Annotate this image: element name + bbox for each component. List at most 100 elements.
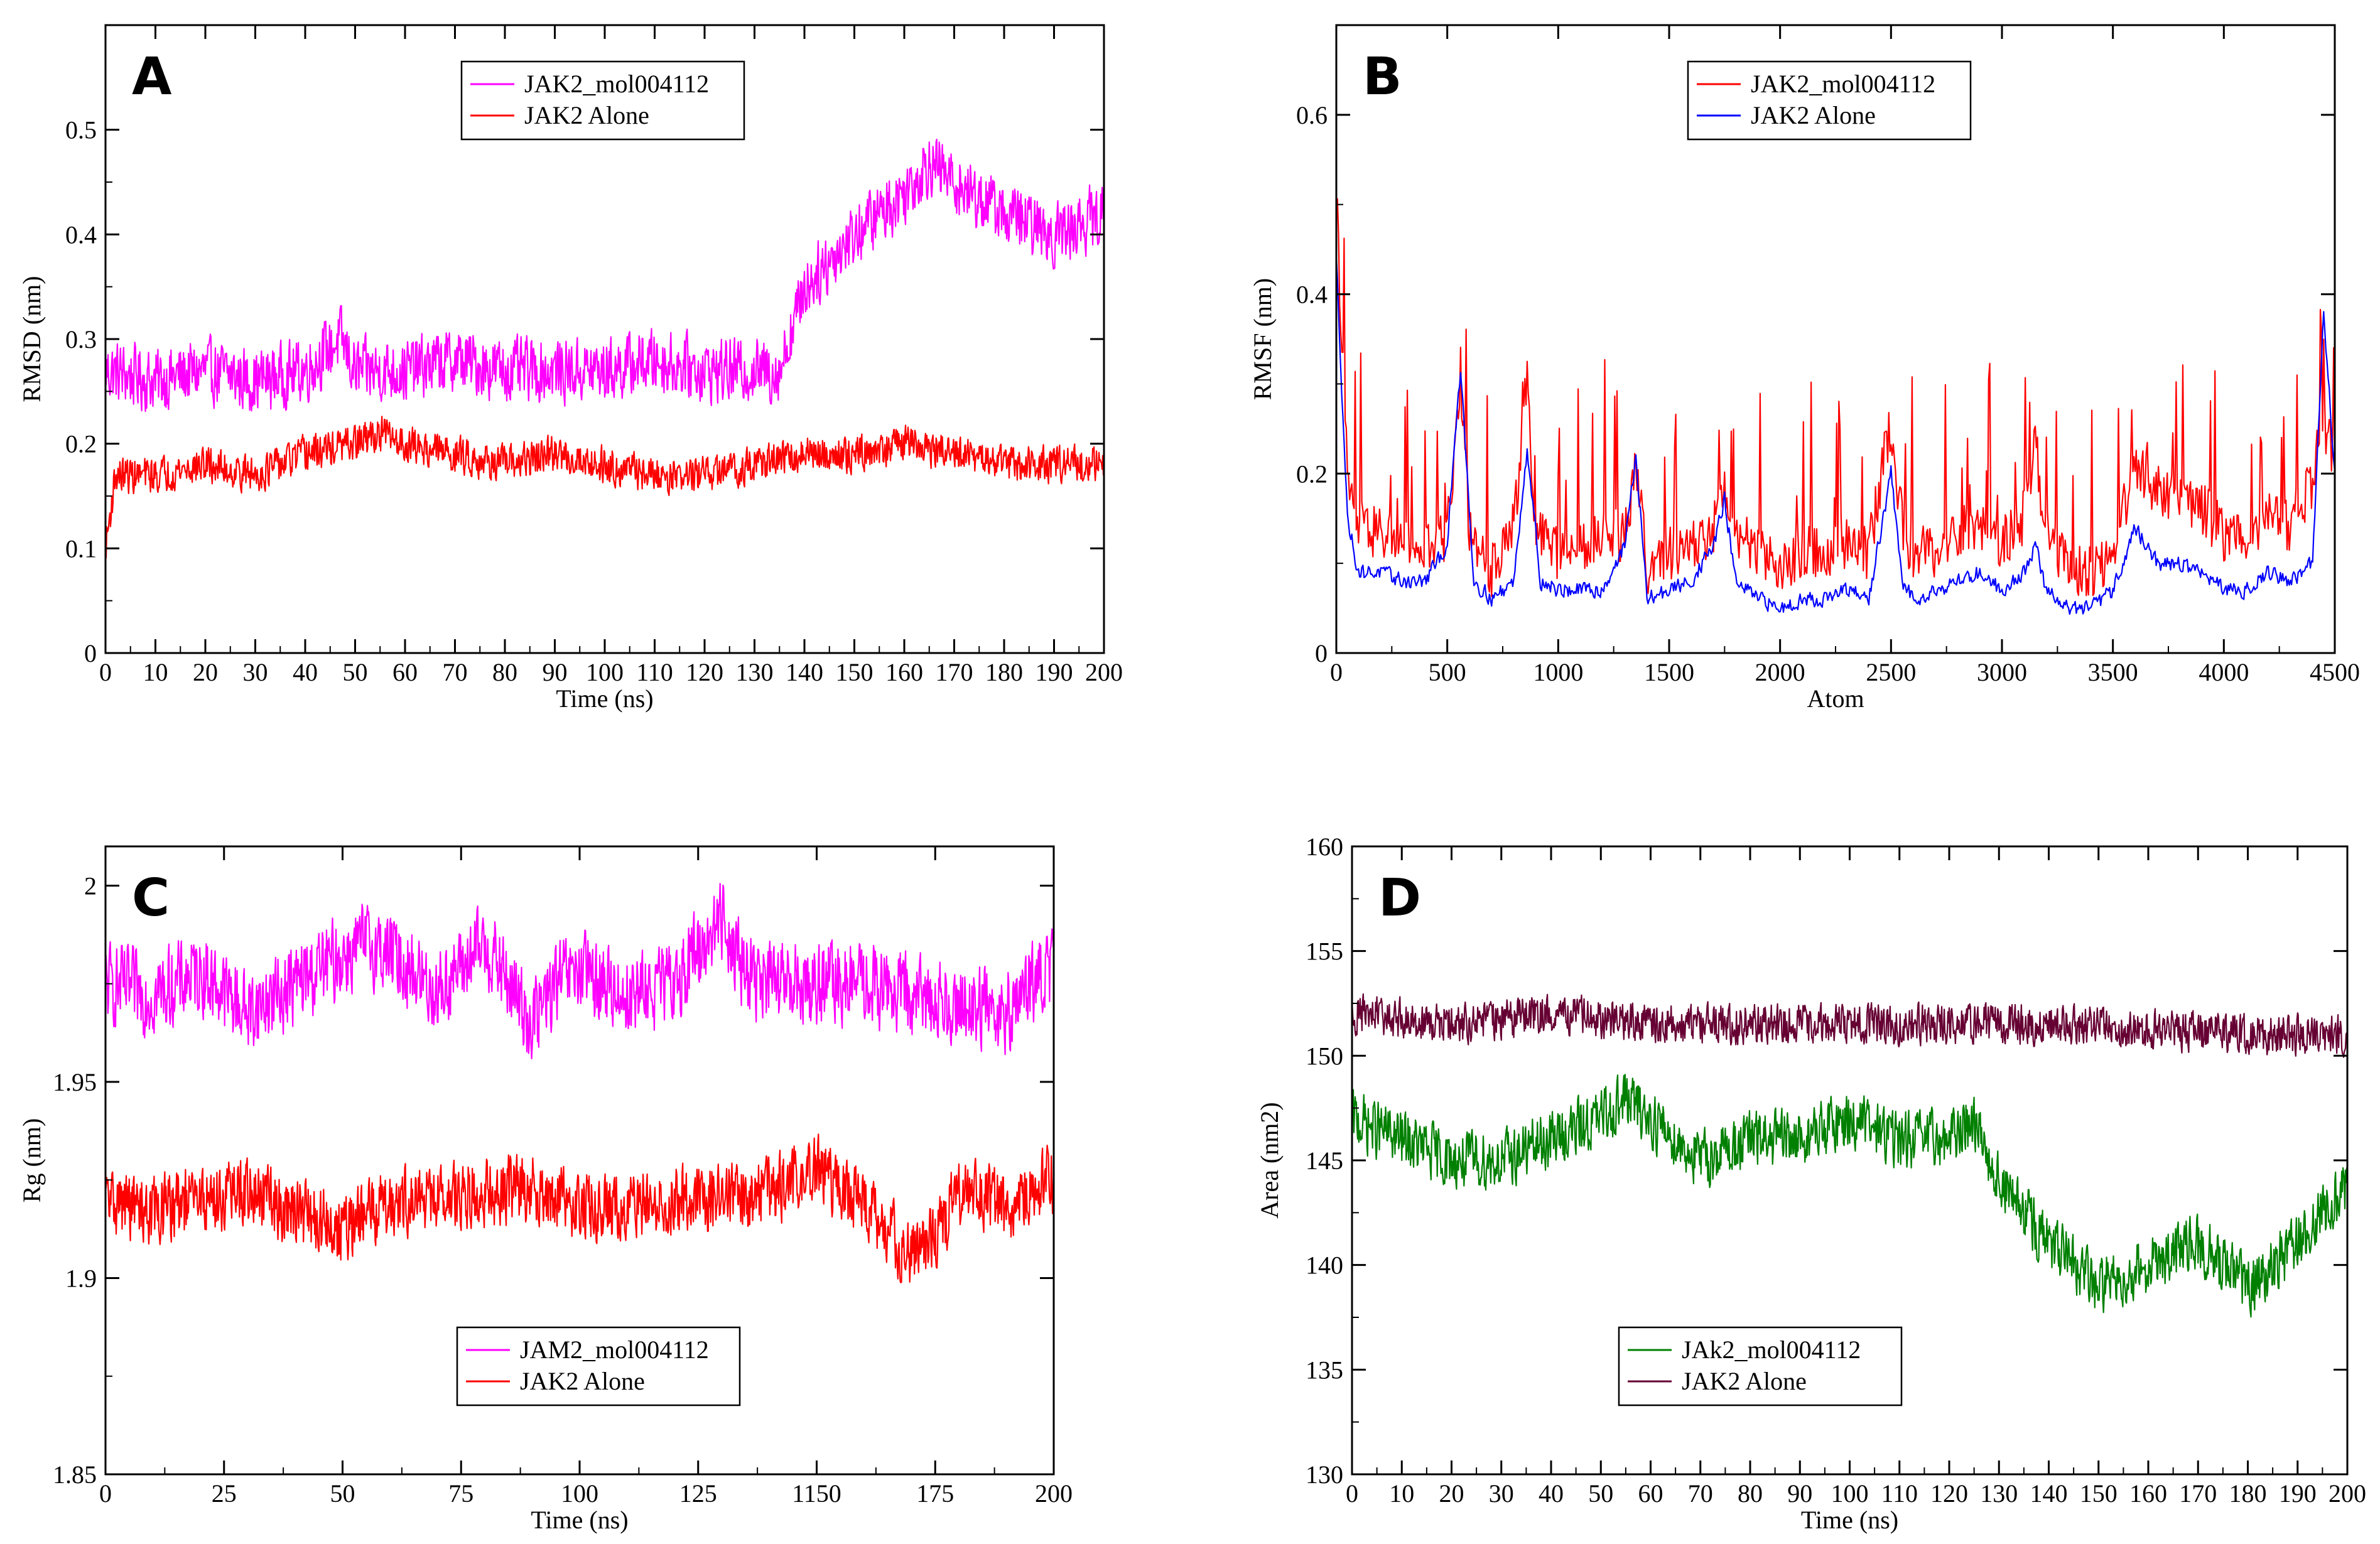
- legend: JAK2_mol004112 JAK2 Alone: [1687, 60, 1972, 141]
- x-tick-label: 3500: [2088, 658, 2138, 686]
- legend-box: [1687, 60, 1972, 141]
- legend-box: [460, 60, 745, 141]
- y-tick-label: 155: [1306, 937, 1343, 966]
- panel-c: 0 25 50 75 100 125 1150 175 200 1.85 1.9 1.95 2 Time …: [18, 845, 1073, 1534]
- x-tick-label: 25: [212, 1479, 237, 1508]
- x-tick-label: 110: [1881, 1479, 1918, 1508]
- x-tick-label: 180: [985, 658, 1023, 686]
- panel-d: 0 10 20 30 40 50 60 70 80 90 100 110 120 130 140 150 160…: [1255, 833, 2366, 1534]
- x-tick-label: 170: [936, 658, 973, 686]
- y-tick-label: 0.3: [65, 325, 97, 354]
- legend-label: JAK2 Alone: [524, 101, 649, 129]
- x-tick-label: 200: [1035, 1479, 1073, 1508]
- x-tick-label: 4500: [2310, 658, 2360, 686]
- series-line-1: [1352, 1074, 2347, 1318]
- x-tick-label: 170: [2179, 1479, 2217, 1508]
- x-tick-label: 60: [392, 658, 418, 686]
- panel-b: 0 500 1000 1500 2000 2500 3000 3500 4000 4500 0 0.2…: [1248, 24, 2360, 713]
- x-tick-label: 500: [1429, 658, 1466, 686]
- x-tick-label: 2500: [1866, 658, 1916, 686]
- x-tick-label: 3000: [1977, 658, 2027, 686]
- y-tick-label: 1.85: [53, 1460, 97, 1489]
- x-tick-label: 150: [836, 658, 874, 686]
- y-tick-label: 0.6: [1296, 101, 1328, 129]
- legend: JAK2_mol004112 JAK2 Alone: [460, 60, 745, 141]
- x-tick-label: 200: [2329, 1479, 2366, 1508]
- x-tick-label: 140: [2030, 1479, 2068, 1508]
- y-tick-label: 0.2: [1296, 460, 1328, 488]
- x-tick-label: 0: [99, 1479, 112, 1508]
- y-tick-label: 2: [84, 872, 97, 900]
- y-tick-label: 150: [1306, 1042, 1343, 1070]
- x-tick-label: 75: [448, 1479, 473, 1508]
- x-tick-label: 200: [1085, 658, 1123, 686]
- x-tick-label: 100: [561, 1479, 598, 1508]
- legend-label: JAM2_mol004112: [520, 1336, 709, 1364]
- x-tick-label: 190: [1036, 658, 1073, 686]
- x-tick-label: 0: [1330, 658, 1343, 686]
- x-tick-label: 120: [686, 658, 723, 686]
- legend-label: JAK2 Alone: [520, 1367, 645, 1395]
- y-tick-label: 135: [1306, 1356, 1343, 1384]
- x-tick-label: 80: [1738, 1479, 1763, 1508]
- x-tick-label: 70: [443, 658, 468, 686]
- x-tick-label: 140: [786, 658, 823, 686]
- y-tick-label: 145: [1306, 1147, 1343, 1175]
- legend-label: JAK2_mol004112: [1751, 70, 1935, 98]
- legend-label: JAK2 Alone: [1682, 1367, 1807, 1395]
- x-tick-label: 1500: [1644, 658, 1694, 686]
- x-tick-label: 150: [2080, 1479, 2118, 1508]
- x-tick-label: 100: [586, 658, 624, 686]
- x-axis-label: Time (ns): [531, 1506, 628, 1534]
- x-tick-label: 125: [679, 1479, 717, 1508]
- y-tick-label: 0: [1315, 639, 1328, 667]
- x-tick-label: 0: [1346, 1479, 1358, 1508]
- x-tick-label: 180: [2229, 1479, 2267, 1508]
- x-tick-label: 100: [1831, 1479, 1869, 1508]
- y-tick-label: 0.1: [65, 534, 97, 563]
- legend-box: [1618, 1326, 1903, 1406]
- x-tick-label: 90: [543, 658, 568, 686]
- series-line-2: [1336, 254, 2335, 615]
- x-tick-label: 70: [1688, 1479, 1713, 1508]
- y-tick-label: 0: [84, 639, 97, 667]
- legend: JAk2_mol004112 JAK2 Alone: [1618, 1326, 1903, 1406]
- x-tick-label: 160: [2129, 1479, 2167, 1508]
- legend-label: JAK2 Alone: [1751, 101, 1876, 129]
- x-axis-label: Time (ns): [556, 684, 653, 713]
- y-axis-label: Area (nm2): [1255, 1102, 1284, 1218]
- x-tick-label: 50: [330, 1479, 355, 1508]
- x-tick-label: 30: [1489, 1479, 1514, 1508]
- x-tick-label: 1150: [792, 1479, 841, 1508]
- series-line-2: [105, 1133, 1054, 1283]
- series-line-1: [1336, 198, 2335, 597]
- x-axis-label: Time (ns): [1801, 1506, 1898, 1534]
- x-tick-label: 10: [143, 658, 168, 686]
- panel-letter: B: [1363, 47, 1402, 107]
- x-tick-label: 60: [1638, 1479, 1663, 1508]
- x-tick-label: 2000: [1755, 658, 1805, 686]
- y-axis-label: RMSD (nm): [18, 276, 46, 402]
- y-tick-label: 0.5: [65, 116, 97, 144]
- x-tick-label: 50: [1588, 1479, 1613, 1508]
- legend-label: JAk2_mol004112: [1682, 1336, 1861, 1364]
- panel-letter: D: [1378, 868, 1421, 928]
- y-tick-label: 140: [1306, 1251, 1343, 1280]
- x-tick-label: 160: [885, 658, 923, 686]
- series-line-2: [105, 416, 1104, 559]
- legend: JAM2_mol004112 JAK2 Alone: [456, 1326, 741, 1406]
- x-tick-label: 4000: [2199, 658, 2249, 686]
- y-tick-label: 0.4: [1296, 281, 1328, 309]
- x-tick-label: 90: [1787, 1479, 1812, 1508]
- x-tick-label: 30: [243, 658, 268, 686]
- x-tick-label: 110: [636, 658, 673, 686]
- x-tick-label: 10: [1389, 1479, 1414, 1508]
- x-tick-label: 130: [736, 658, 774, 686]
- x-tick-label: 1000: [1533, 658, 1583, 686]
- y-tick-label: 0.2: [65, 430, 97, 458]
- x-tick-label: 175: [916, 1479, 954, 1508]
- panel-a: 0 10 20 30 40 50 60 70 80 90 100 110 120 130 140 150 160…: [18, 24, 1123, 713]
- y-tick-label: 130: [1306, 1460, 1343, 1489]
- series-line-1: [105, 883, 1054, 1060]
